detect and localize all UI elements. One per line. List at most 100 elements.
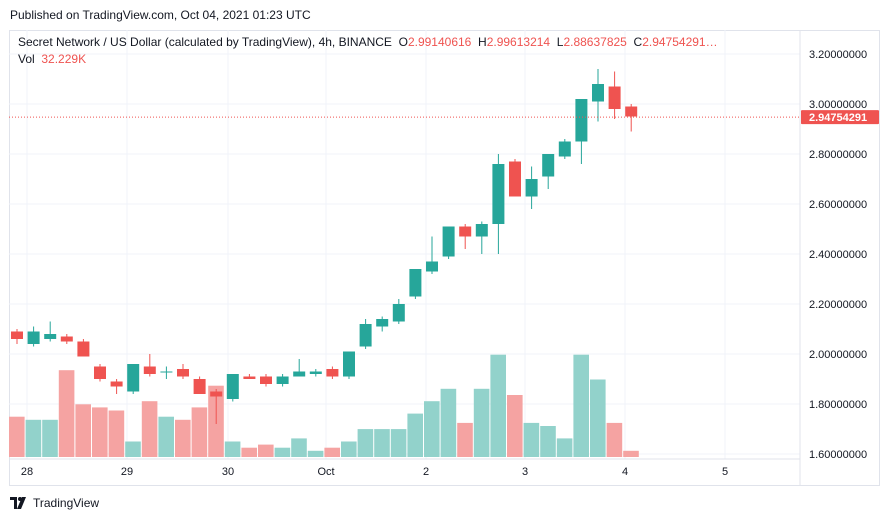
tradingview-brand[interactable]: TradingView — [10, 496, 99, 510]
time-tick-label: 30 — [222, 466, 234, 478]
volume-bar — [307, 450, 324, 457]
candle-body — [525, 179, 538, 197]
brand-name: TradingView — [33, 496, 100, 510]
low-label: L — [556, 35, 564, 49]
volume-bar — [374, 429, 390, 457]
volume-bar — [407, 413, 423, 457]
volume-bar — [473, 388, 490, 457]
published-info: Published on TradingView.com, Oct 04, 20… — [10, 8, 311, 22]
volume-bar — [556, 438, 573, 457]
candle-body — [343, 351, 355, 377]
candle-body — [558, 141, 571, 157]
candle-body — [243, 376, 256, 379]
candle-body — [326, 369, 339, 377]
tradingview-logo-icon — [10, 497, 26, 509]
candle-body — [475, 224, 488, 237]
low-value: 2.88637825 — [563, 35, 627, 49]
candle-body — [426, 261, 438, 272]
candle-body — [592, 84, 604, 102]
price-tick-label: 1.80000000 — [809, 399, 867, 411]
open-label: O — [398, 35, 408, 49]
time-axis: 28 29 30 Oct 2 3 4 5 — [21, 466, 728, 478]
candle-body — [575, 99, 588, 142]
candle-body — [110, 381, 123, 387]
volume-bars — [9, 354, 639, 457]
candle-body — [11, 331, 23, 339]
volume-bar — [490, 354, 506, 457]
last-price-value: 2.94754291 — [809, 112, 867, 124]
volume-bar — [390, 429, 407, 457]
candle-body — [193, 379, 206, 394]
price-tick-label: 3.20000000 — [809, 49, 867, 61]
close-label: C — [633, 35, 643, 49]
price-tick-label: 1.60000000 — [809, 449, 867, 461]
candle-body — [27, 331, 40, 344]
last-price-badge — [801, 110, 879, 125]
volume-bar — [274, 447, 291, 457]
candle-body — [127, 364, 140, 392]
candle-body — [309, 371, 322, 374]
last-price-label: 2.94754291 — [801, 110, 879, 125]
volume-bar — [224, 441, 241, 457]
candle-body — [94, 366, 106, 379]
time-tick-label: 4 — [622, 466, 628, 478]
volume-bar — [75, 404, 91, 457]
volume-bar — [141, 401, 158, 457]
candle-body — [492, 164, 505, 224]
volume-bar — [108, 410, 125, 457]
time-tick-label: 5 — [722, 466, 728, 478]
candle-body — [608, 86, 621, 109]
candle-body — [210, 391, 223, 397]
volume-bar — [623, 450, 639, 457]
volume-bar — [241, 447, 257, 457]
price-tick-label: 3.00000000 — [809, 99, 867, 111]
close-value: 2.94754291… — [642, 35, 718, 49]
volume-bar — [606, 422, 623, 457]
volume-bar — [58, 370, 75, 457]
volume-bar — [158, 416, 174, 457]
volume-bar — [357, 429, 374, 457]
time-tick-label: 2 — [423, 466, 429, 478]
candle-body — [293, 371, 306, 377]
volume-bar — [424, 401, 440, 457]
price-tick-label: 2.00000000 — [809, 349, 867, 361]
candle-body — [359, 324, 372, 347]
candle-body — [376, 319, 389, 327]
volume-bar — [523, 422, 540, 457]
time-tick-label: 28 — [21, 466, 33, 478]
candle-body — [442, 226, 455, 257]
volume-bar — [440, 388, 457, 457]
high-label: H — [478, 35, 487, 49]
candle-body — [392, 304, 405, 322]
volume-label: Vol — [18, 52, 35, 66]
candle-body — [160, 371, 173, 373]
price-tick-label: 2.60000000 — [809, 199, 867, 211]
candle-body — [409, 269, 422, 297]
time-tick-label: Oct — [317, 466, 334, 478]
time-tick-label: 3 — [522, 466, 528, 478]
chart-frame[interactable] — [9, 30, 880, 486]
high-value: 2.99613214 — [486, 35, 551, 49]
candle-body — [44, 334, 57, 339]
grid-lines — [9, 30, 800, 459]
volume-bar — [25, 419, 42, 457]
price-axis: 3.20000000 3.00000000 2.80000000 2.60000000… — [809, 49, 867, 461]
candle-body — [509, 161, 521, 197]
volume-bar — [291, 438, 307, 457]
volume-bar — [457, 422, 473, 457]
symbol-legend: Secret Network / US Dollar (calculated b… — [18, 35, 718, 49]
price-tick-label: 2.80000000 — [809, 149, 867, 161]
price-tick-label: 2.40000000 — [809, 249, 867, 261]
candle-body — [459, 226, 472, 237]
volume-bar — [341, 441, 357, 457]
candle-body — [60, 336, 73, 342]
volume-bar — [258, 444, 274, 457]
price-tick-label: 2.20000000 — [809, 299, 867, 311]
symbol-name: Secret Network / US Dollar (calculated b… — [18, 35, 392, 49]
candle-body — [542, 154, 555, 177]
volume-bar — [175, 419, 191, 457]
candle-body — [177, 369, 189, 377]
volume-legend: Vol 32.229K — [18, 52, 86, 66]
volume-bar — [42, 419, 58, 457]
